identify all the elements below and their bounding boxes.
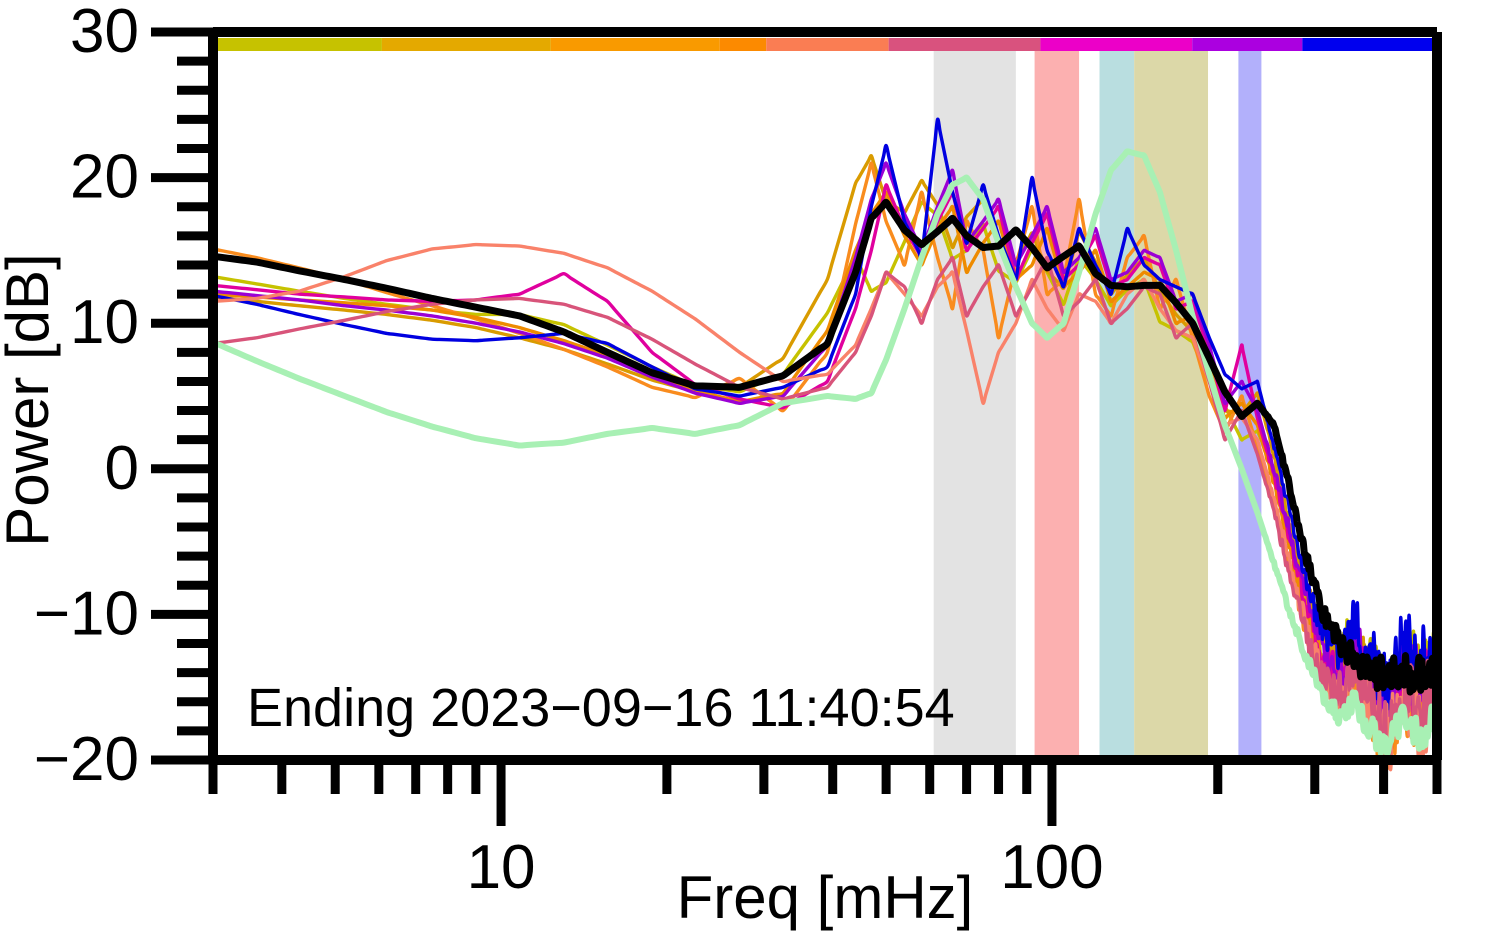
series-line-spectrum-blue: [211, 117, 1439, 711]
colorbar-segment-2: [550, 38, 720, 51]
band-pink: [1034, 50, 1080, 760]
axes-frame: [208, 27, 1442, 765]
series-layer: [209, 117, 1441, 772]
colorbar: [213, 38, 1437, 51]
x-tick-label: 100: [1000, 833, 1103, 902]
series-line-spectrum-lightgreen: [210, 148, 1440, 757]
series-line-spectrum-rose: [211, 255, 1439, 761]
colorbar-segment-6: [1040, 38, 1193, 51]
shaded-bands-layer: [933, 50, 1262, 760]
y-tick-label: −10: [34, 579, 139, 648]
colorbar-segment-8: [1302, 38, 1437, 51]
colorbar-segment-7: [1192, 38, 1303, 51]
band-teal: [1099, 50, 1135, 760]
y-tick-label: 30: [70, 0, 139, 66]
y-tick-label: −20: [34, 725, 139, 794]
ending-timestamp-annotation: Ending 2023−09−16 11:40:54: [247, 678, 955, 738]
x-tick-label: 10: [467, 833, 536, 902]
series-line-mean-spectrum: [209, 198, 1441, 696]
axis-tick-labels: −20 −10 0 10 20 30 10 100: [34, 0, 1104, 902]
colorbar-segment-3: [719, 38, 767, 51]
y-tick-label: 0: [105, 434, 139, 503]
colorbar-segment-5: [888, 38, 1041, 51]
y-axis-label: Power [dB]: [0, 253, 61, 546]
axis-ticks: [151, 27, 1442, 826]
colorbar-segment-0: [213, 38, 382, 51]
y-tick-label: 10: [70, 288, 139, 357]
y-tick-label: 20: [70, 143, 139, 212]
colorbar-segment-4: [766, 38, 889, 51]
colorbar-segment-1: [381, 38, 551, 51]
x-axis-label: Freq [mHz]: [677, 864, 974, 931]
